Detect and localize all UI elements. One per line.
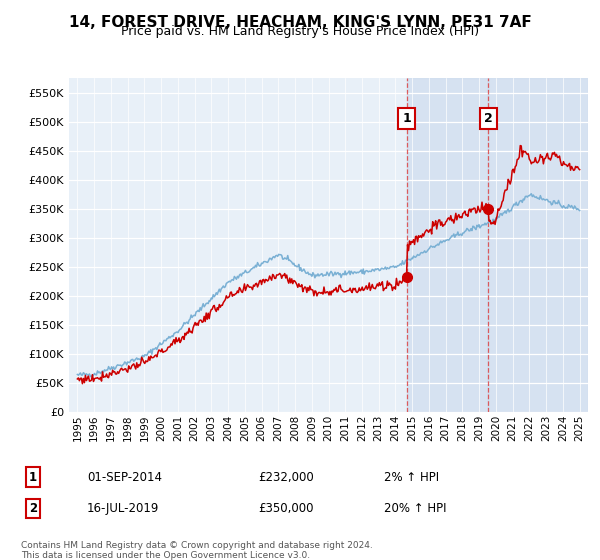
Bar	[407, 78, 488, 412]
Text: 2% ↑ HPI: 2% ↑ HPI	[384, 470, 439, 484]
Text: £232,000: £232,000	[258, 470, 314, 484]
Text: 01-SEP-2014: 01-SEP-2014	[87, 470, 162, 484]
Text: 14, FOREST DRIVE, HEACHAM, KING'S LYNN, PE31 7AF: 14, FOREST DRIVE, HEACHAM, KING'S LYNN, …	[68, 15, 532, 30]
Text: Contains HM Land Registry data © Crown copyright and database right 2024.
This d: Contains HM Land Registry data © Crown c…	[21, 541, 373, 560]
Text: 20% ↑ HPI: 20% ↑ HPI	[384, 502, 446, 515]
Text: Price paid vs. HM Land Registry's House Price Index (HPI): Price paid vs. HM Land Registry's House …	[121, 25, 479, 38]
Text: 2: 2	[29, 502, 37, 515]
Text: 2: 2	[484, 112, 493, 125]
Bar	[488, 78, 588, 412]
Text: 1: 1	[29, 470, 37, 484]
Text: 16-JUL-2019: 16-JUL-2019	[87, 502, 160, 515]
Text: 1: 1	[403, 112, 411, 125]
Text: £350,000: £350,000	[258, 502, 314, 515]
